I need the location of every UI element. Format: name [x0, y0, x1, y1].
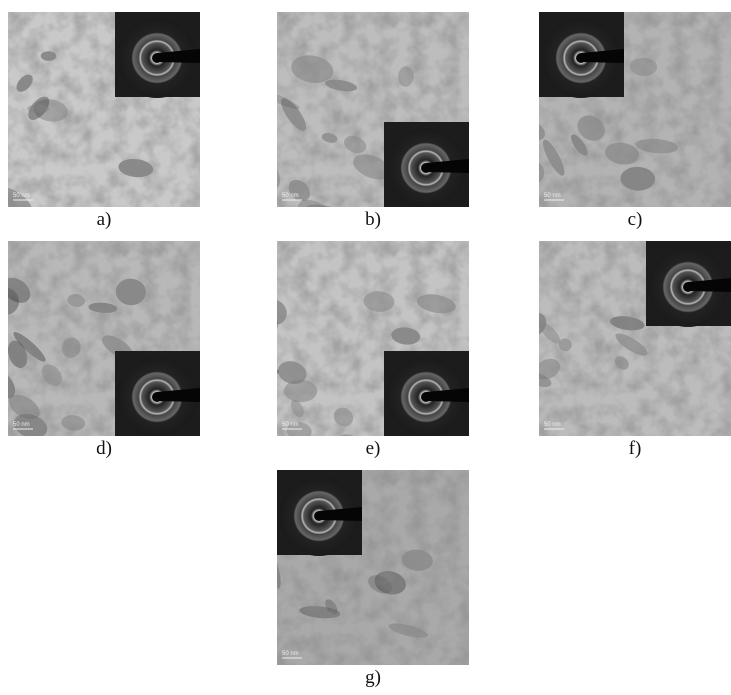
tem-micrograph: 50 nm	[8, 12, 200, 207]
panel-label: b)	[277, 209, 469, 231]
panel-label: a)	[8, 209, 200, 231]
panel-label: c)	[539, 209, 731, 231]
tem-image: 50 nm	[539, 241, 731, 436]
tem-micrograph: 50 nm	[277, 12, 469, 207]
tem-image: 50 nm	[277, 470, 469, 665]
saed-inset	[384, 122, 469, 207]
beam-stop-tip	[683, 282, 693, 292]
tem-image: 50 nm	[8, 12, 200, 207]
panel-label: d)	[8, 438, 200, 460]
saed-inset	[277, 470, 362, 556]
tem-micrograph: 50 nm	[277, 470, 469, 665]
panel-label: f)	[539, 438, 731, 460]
beam-stop-tip	[576, 53, 586, 63]
scale-label: 50 nm	[282, 422, 299, 428]
panel-label: g)	[277, 667, 469, 689]
scale-label: 50 nm	[544, 193, 561, 199]
saed-inset	[115, 351, 200, 436]
figure: 50 nm a) 50 nm b) 50 nm c) 50 nm d) 50 nm e) 50 nm…	[0, 0, 731, 695]
scale-label: 50 nm	[282, 651, 299, 657]
beam-stop-tip	[421, 392, 431, 402]
saed-inset	[539, 12, 624, 98]
scale-label: 50 nm	[13, 422, 30, 428]
panel-label: e)	[277, 438, 469, 460]
scale-label: 50 nm	[13, 193, 30, 199]
saed-inset	[646, 241, 731, 327]
beam-stop-tip	[421, 163, 431, 173]
tem-micrograph: 50 nm	[277, 241, 469, 436]
tem-image: 50 nm	[277, 12, 469, 207]
beam-stop-tip	[152, 392, 162, 402]
tem-micrograph: 50 nm	[539, 241, 731, 436]
tem-image: 50 nm	[539, 12, 731, 207]
saed-inset	[115, 12, 200, 98]
tem-micrograph: 50 nm	[8, 241, 200, 436]
scale-label: 50 nm	[282, 193, 299, 199]
scale-label: 50 nm	[544, 422, 561, 428]
saed-inset	[384, 351, 469, 436]
tem-image: 50 nm	[8, 241, 200, 436]
beam-stop-tip	[152, 53, 162, 63]
beam-stop-tip	[314, 511, 324, 521]
tem-image: 50 nm	[277, 241, 469, 436]
tem-micrograph: 50 nm	[539, 12, 731, 207]
